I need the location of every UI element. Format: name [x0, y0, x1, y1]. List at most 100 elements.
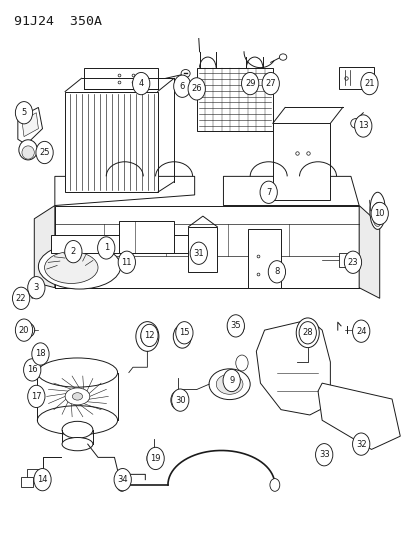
Text: 15: 15 [179, 328, 189, 337]
Circle shape [259, 181, 277, 204]
Bar [27, 469, 43, 481]
Circle shape [344, 251, 361, 273]
Bar [338, 253, 355, 266]
Circle shape [140, 328, 154, 345]
Text: 14: 14 [37, 475, 47, 484]
Text: 2: 2 [71, 247, 76, 256]
Polygon shape [55, 206, 358, 288]
Polygon shape [83, 68, 157, 89]
Text: 12: 12 [144, 331, 154, 340]
Polygon shape [256, 319, 330, 415]
Text: 6: 6 [179, 82, 185, 91]
Text: 20: 20 [19, 326, 29, 335]
Polygon shape [18, 108, 43, 144]
Text: 27: 27 [265, 79, 275, 88]
Text: 13: 13 [357, 122, 368, 131]
Polygon shape [247, 229, 280, 288]
Text: 4: 4 [138, 79, 143, 88]
Text: 25: 25 [39, 148, 50, 157]
Circle shape [116, 479, 126, 491]
Circle shape [147, 450, 160, 467]
Text: 3: 3 [33, 283, 39, 292]
Ellipse shape [72, 393, 83, 400]
Polygon shape [223, 176, 358, 206]
Circle shape [352, 433, 369, 455]
Circle shape [64, 240, 82, 263]
Text: 19: 19 [150, 454, 161, 463]
Ellipse shape [209, 369, 249, 400]
Circle shape [223, 369, 240, 392]
Polygon shape [272, 123, 330, 200]
Circle shape [315, 443, 332, 466]
Text: 21: 21 [363, 79, 374, 88]
Bar [65, 92, 157, 192]
Circle shape [296, 318, 318, 348]
Polygon shape [358, 206, 379, 298]
Circle shape [24, 359, 41, 381]
Circle shape [171, 391, 185, 410]
Ellipse shape [62, 421, 93, 438]
Circle shape [34, 469, 51, 491]
Text: 16: 16 [27, 366, 38, 374]
Text: 26: 26 [191, 84, 202, 93]
Text: 9: 9 [228, 376, 234, 385]
Circle shape [188, 78, 205, 100]
Bar [338, 67, 373, 89]
Polygon shape [22, 113, 38, 136]
Bar [196, 68, 272, 131]
Circle shape [114, 469, 131, 491]
Ellipse shape [279, 54, 286, 60]
Ellipse shape [227, 319, 243, 335]
Text: 17: 17 [31, 392, 42, 401]
Ellipse shape [38, 244, 120, 289]
Ellipse shape [369, 192, 385, 229]
Text: 1: 1 [103, 244, 109, 253]
Circle shape [354, 115, 371, 137]
Circle shape [118, 251, 135, 273]
Circle shape [147, 447, 164, 470]
Circle shape [227, 315, 244, 337]
Polygon shape [55, 176, 194, 206]
Text: 28: 28 [302, 328, 312, 337]
Text: 32: 32 [355, 440, 366, 449]
Circle shape [241, 72, 258, 95]
Text: 5: 5 [21, 108, 26, 117]
Circle shape [28, 277, 45, 299]
Polygon shape [317, 383, 399, 449]
Circle shape [190, 242, 207, 264]
Circle shape [360, 72, 377, 95]
Ellipse shape [37, 358, 117, 387]
Text: 29: 29 [244, 79, 255, 88]
Circle shape [173, 75, 190, 98]
Circle shape [97, 237, 115, 259]
Polygon shape [34, 206, 55, 288]
Circle shape [171, 389, 188, 411]
Circle shape [132, 72, 150, 95]
Circle shape [269, 479, 279, 491]
Text: 33: 33 [318, 450, 329, 459]
Text: 35: 35 [230, 321, 240, 330]
Text: 11: 11 [121, 258, 132, 266]
Text: 91J24  350A: 91J24 350A [14, 14, 102, 28]
Text: 24: 24 [355, 327, 366, 336]
Circle shape [135, 321, 159, 351]
Ellipse shape [22, 146, 34, 159]
Text: 7: 7 [266, 188, 271, 197]
Ellipse shape [350, 118, 360, 128]
Ellipse shape [62, 438, 93, 451]
Circle shape [370, 203, 387, 224]
Text: 23: 23 [347, 258, 357, 266]
Circle shape [36, 141, 53, 164]
Ellipse shape [216, 374, 242, 394]
Ellipse shape [37, 406, 117, 435]
Text: 30: 30 [175, 395, 185, 405]
Ellipse shape [180, 69, 190, 77]
Circle shape [15, 319, 33, 341]
Polygon shape [188, 227, 217, 272]
Text: 10: 10 [374, 209, 384, 218]
Text: 8: 8 [273, 268, 279, 276]
Circle shape [301, 325, 313, 341]
Circle shape [261, 72, 279, 95]
Polygon shape [51, 235, 190, 253]
Ellipse shape [372, 203, 382, 227]
